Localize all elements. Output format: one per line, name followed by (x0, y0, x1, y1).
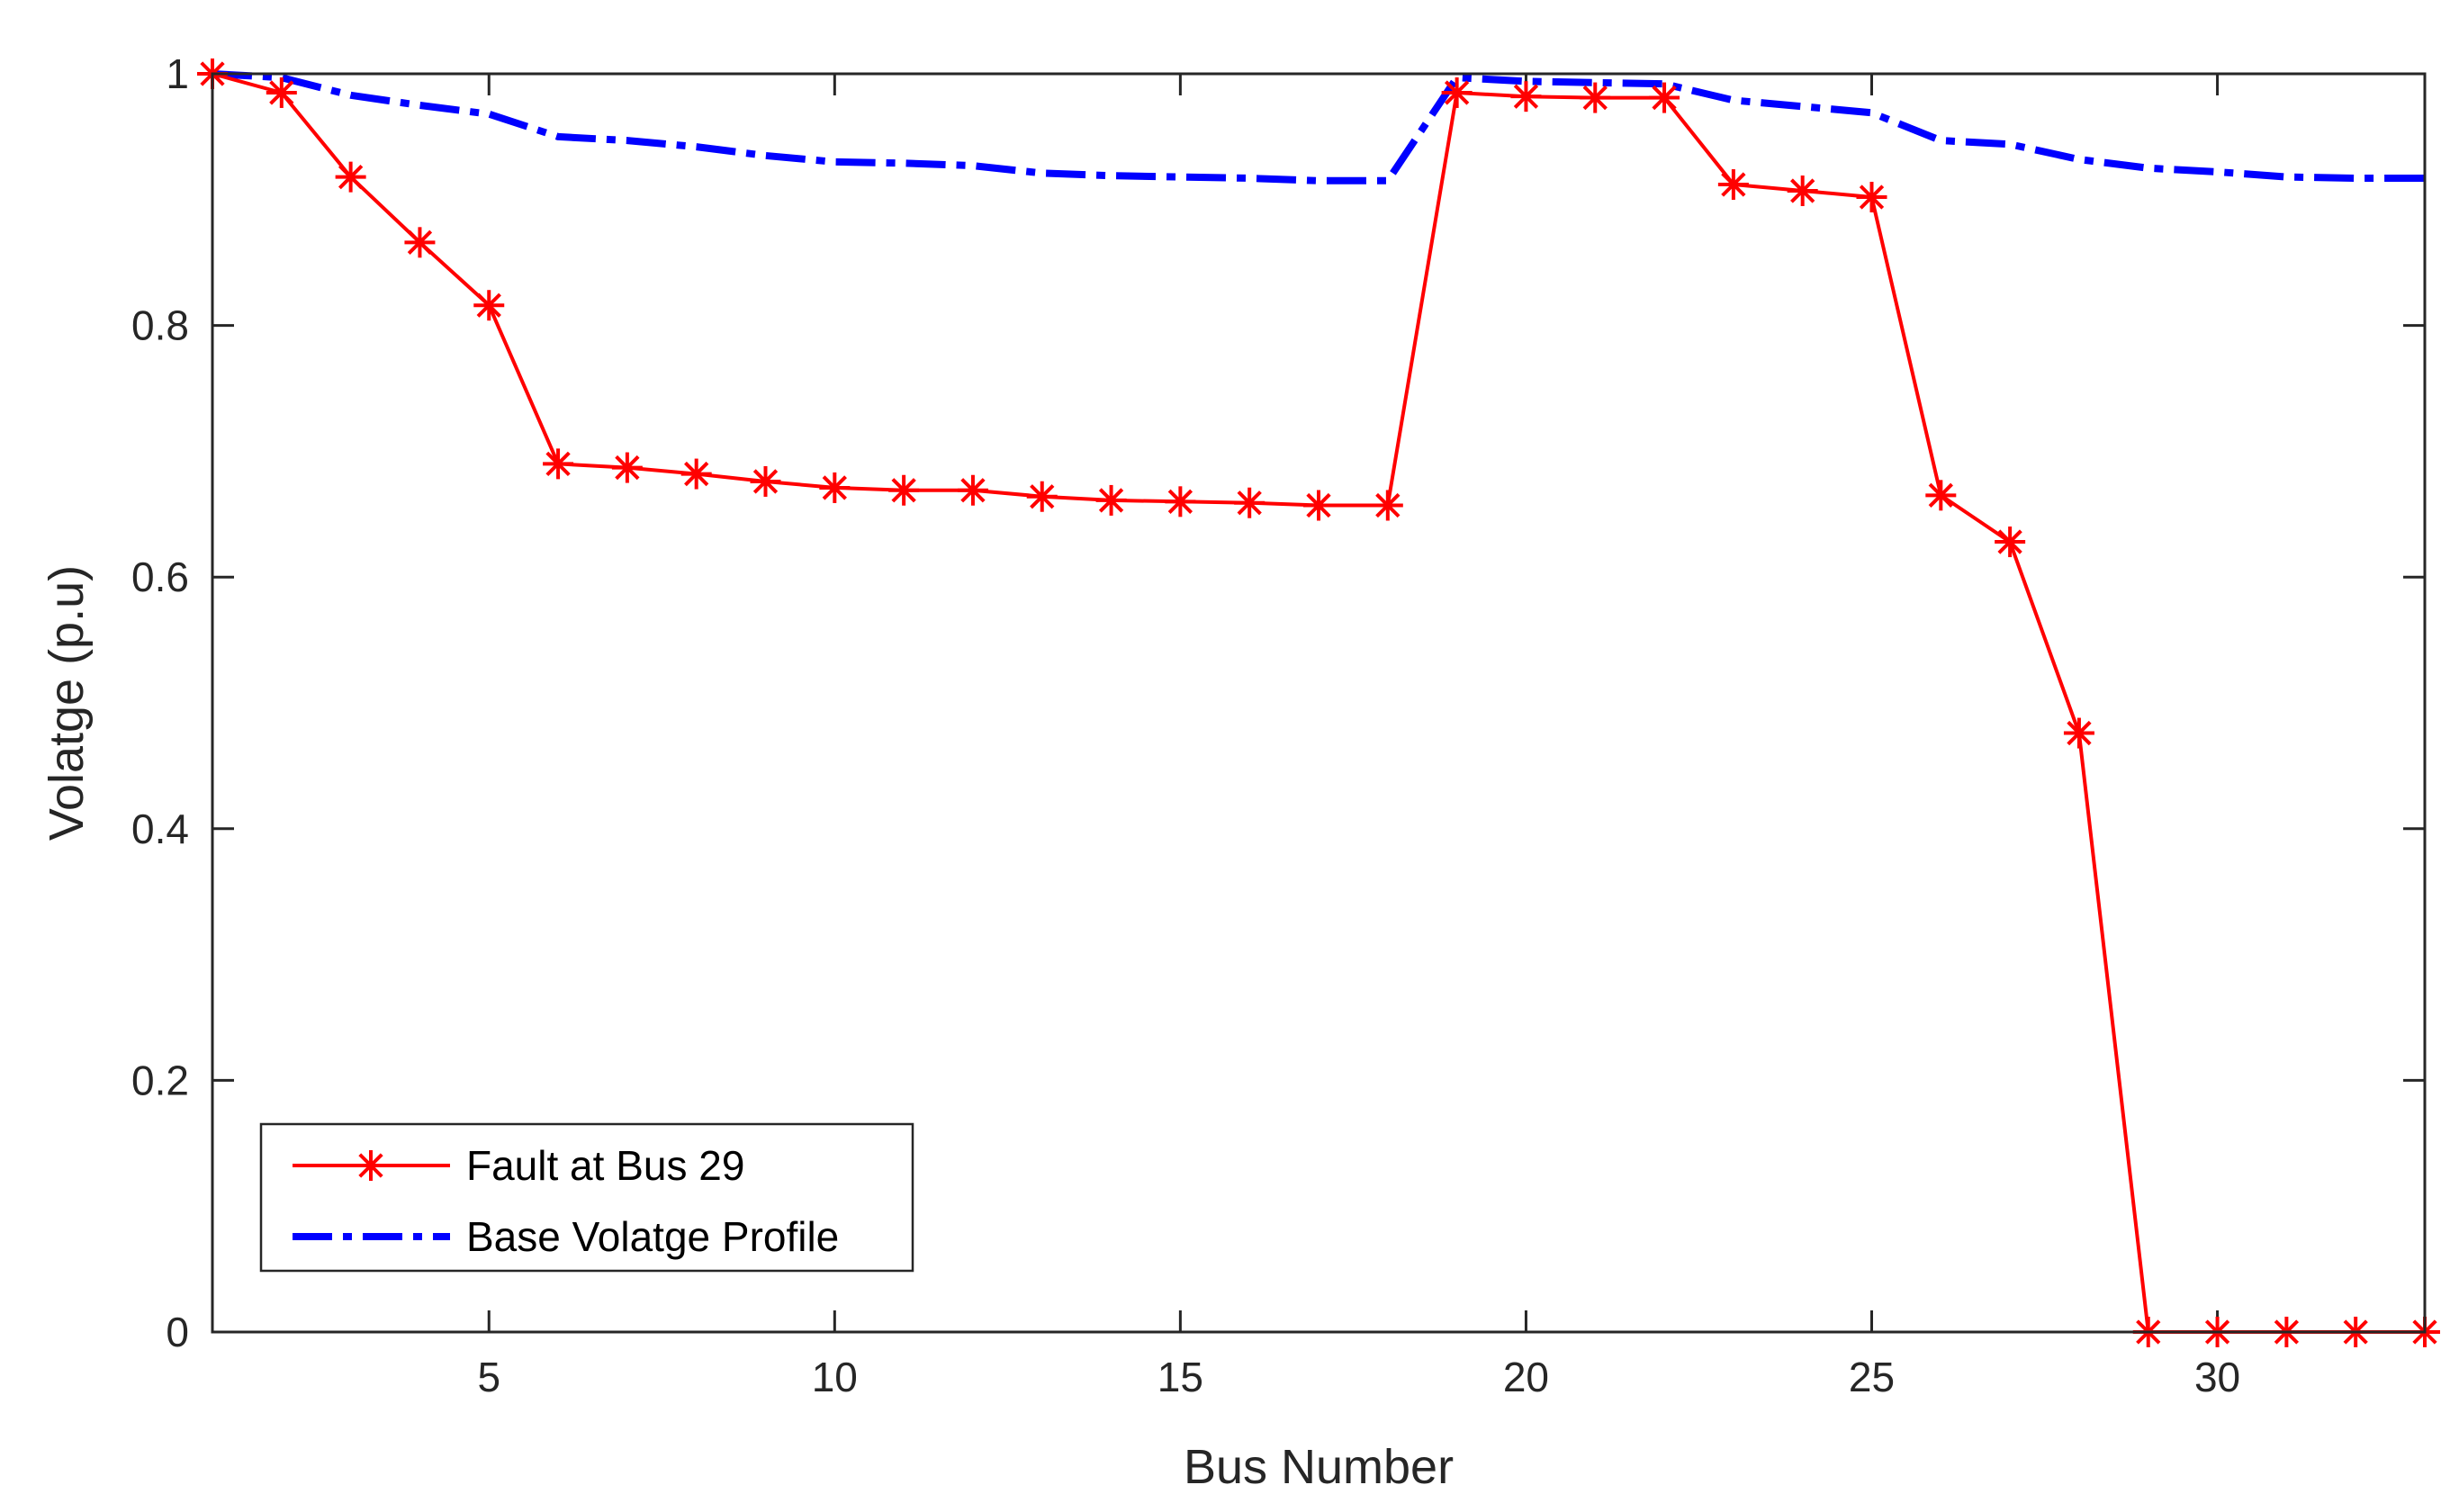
fault-data-point (957, 474, 988, 506)
fault-data-point (404, 227, 436, 258)
fault-data-point (1717, 169, 1749, 201)
fault-data-point (1856, 182, 1887, 213)
fault-data-point (1995, 526, 2026, 558)
fault-data-point (1649, 82, 1680, 113)
legend: Fault at Bus 29 Base Volatge Profile (259, 1122, 914, 1273)
fault-data-point (611, 452, 643, 483)
plot-area-border (211, 72, 2427, 1334)
fault-data-point (819, 472, 851, 503)
legend-asterisk-marker (356, 1150, 386, 1181)
y-tick-label: 0.4 (131, 806, 189, 852)
legend-label-base: Base Volatge Profile (466, 1213, 839, 1260)
fault-data-point (1925, 480, 1957, 511)
fault-data-point (680, 458, 712, 490)
y-tick-label: 0.2 (131, 1057, 189, 1103)
fault-data-point (1510, 81, 1542, 112)
x-tick-label: 10 (812, 1354, 858, 1400)
legend-box (259, 1122, 914, 1273)
fault-data-point (1787, 176, 1818, 207)
x-tick-label: 5 (477, 1354, 500, 1400)
x-tick-label: 30 (2194, 1354, 2240, 1400)
x-tick-label: 20 (1503, 1354, 1549, 1400)
fault-data-point (1026, 481, 1058, 512)
fault-data-point (543, 448, 574, 480)
y-tick-label: 0.6 (131, 554, 189, 600)
x-axis-title: Bus Number (1184, 1440, 1454, 1494)
fault-data-point (1303, 490, 1334, 521)
x-tick-label: 15 (1157, 1354, 1203, 1400)
fault-data-point (1095, 484, 1127, 516)
fault-data-point (2063, 717, 2094, 749)
series-line-base-voltage (212, 70, 2425, 184)
fault-data-point (888, 474, 920, 506)
y-tick-label: 0 (166, 1309, 189, 1355)
fault-data-point (1580, 82, 1611, 113)
y-tick-label: 0.8 (131, 302, 189, 349)
plot-area (212, 74, 2425, 1332)
fault-data-point (1441, 76, 1473, 108)
series-layer (197, 58, 2440, 1347)
legend-marker-fault-icon (356, 1150, 386, 1181)
legend-label-fault: Fault at Bus 29 (466, 1142, 744, 1189)
y-tick-label: 1 (166, 50, 189, 97)
fault-data-point (750, 465, 781, 497)
ticks-layer: 5 10 15 20 25 30 0 0.2 0.4 0.6 0.8 1 (131, 50, 2425, 1400)
fault-data-point (1234, 487, 1266, 518)
fault-data-point (1165, 486, 1196, 518)
fault-data-point (266, 76, 297, 108)
y-axis-title: Volatge (p.u) (40, 565, 94, 841)
fault-data-point (1372, 490, 1403, 521)
fault-data-point (335, 161, 366, 193)
x-tick-label: 25 (1849, 1354, 1895, 1400)
fault-data-point (473, 290, 505, 321)
